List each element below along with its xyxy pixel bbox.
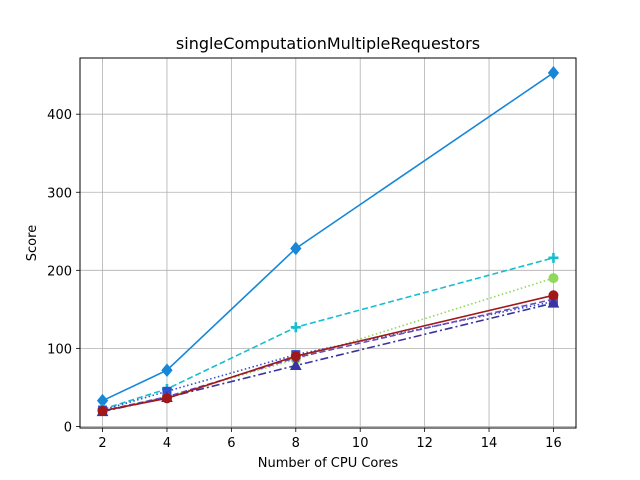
series-group — [96, 66, 560, 417]
y-tick-label: 300 — [47, 186, 72, 201]
series-line — [102, 72, 554, 402]
series-line — [102, 300, 554, 411]
x-tick-label: 14 — [481, 436, 498, 451]
x-tick-label: 2 — [98, 436, 106, 451]
y-tick-label: 100 — [47, 342, 72, 357]
data-point-triangle — [547, 296, 560, 308]
data-point-circle — [548, 290, 559, 301]
x-tick-label: 6 — [227, 436, 235, 451]
x-tick-label: 12 — [416, 436, 433, 451]
data-point-circle — [161, 393, 172, 404]
y-tick-label: 400 — [47, 108, 72, 123]
data-point-plus — [548, 252, 559, 263]
chart-title: singleComputationMultipleRequestors — [176, 34, 480, 53]
series-1 — [96, 66, 560, 408]
data-point-diamond — [547, 66, 560, 80]
x-tick-label: 16 — [545, 436, 562, 451]
data-point-diamond — [161, 363, 173, 378]
data-point-plus — [290, 322, 301, 333]
ticks: 2 4 6 8 10 12 14 16 0 100 200 300 400 — [47, 108, 562, 451]
data-point-circle — [97, 405, 108, 416]
series-line — [102, 257, 554, 411]
data-point-circle — [548, 273, 559, 284]
y-tick-label: 0 — [64, 420, 72, 435]
data-point-diamond — [290, 241, 302, 256]
x-axis-label: Number of CPU Cores — [258, 456, 399, 471]
x-tick-label: 4 — [163, 436, 171, 451]
data-point-triangle — [289, 358, 302, 371]
data-point-circle — [290, 351, 301, 362]
plot-frame — [79, 57, 577, 429]
series-line — [102, 294, 554, 412]
x-tick-label: 10 — [352, 436, 369, 451]
x-tick-label: 8 — [292, 436, 300, 451]
y-tick-label: 200 — [47, 264, 72, 279]
y-axis-label: Score — [25, 225, 40, 261]
series-7 — [97, 290, 559, 416]
